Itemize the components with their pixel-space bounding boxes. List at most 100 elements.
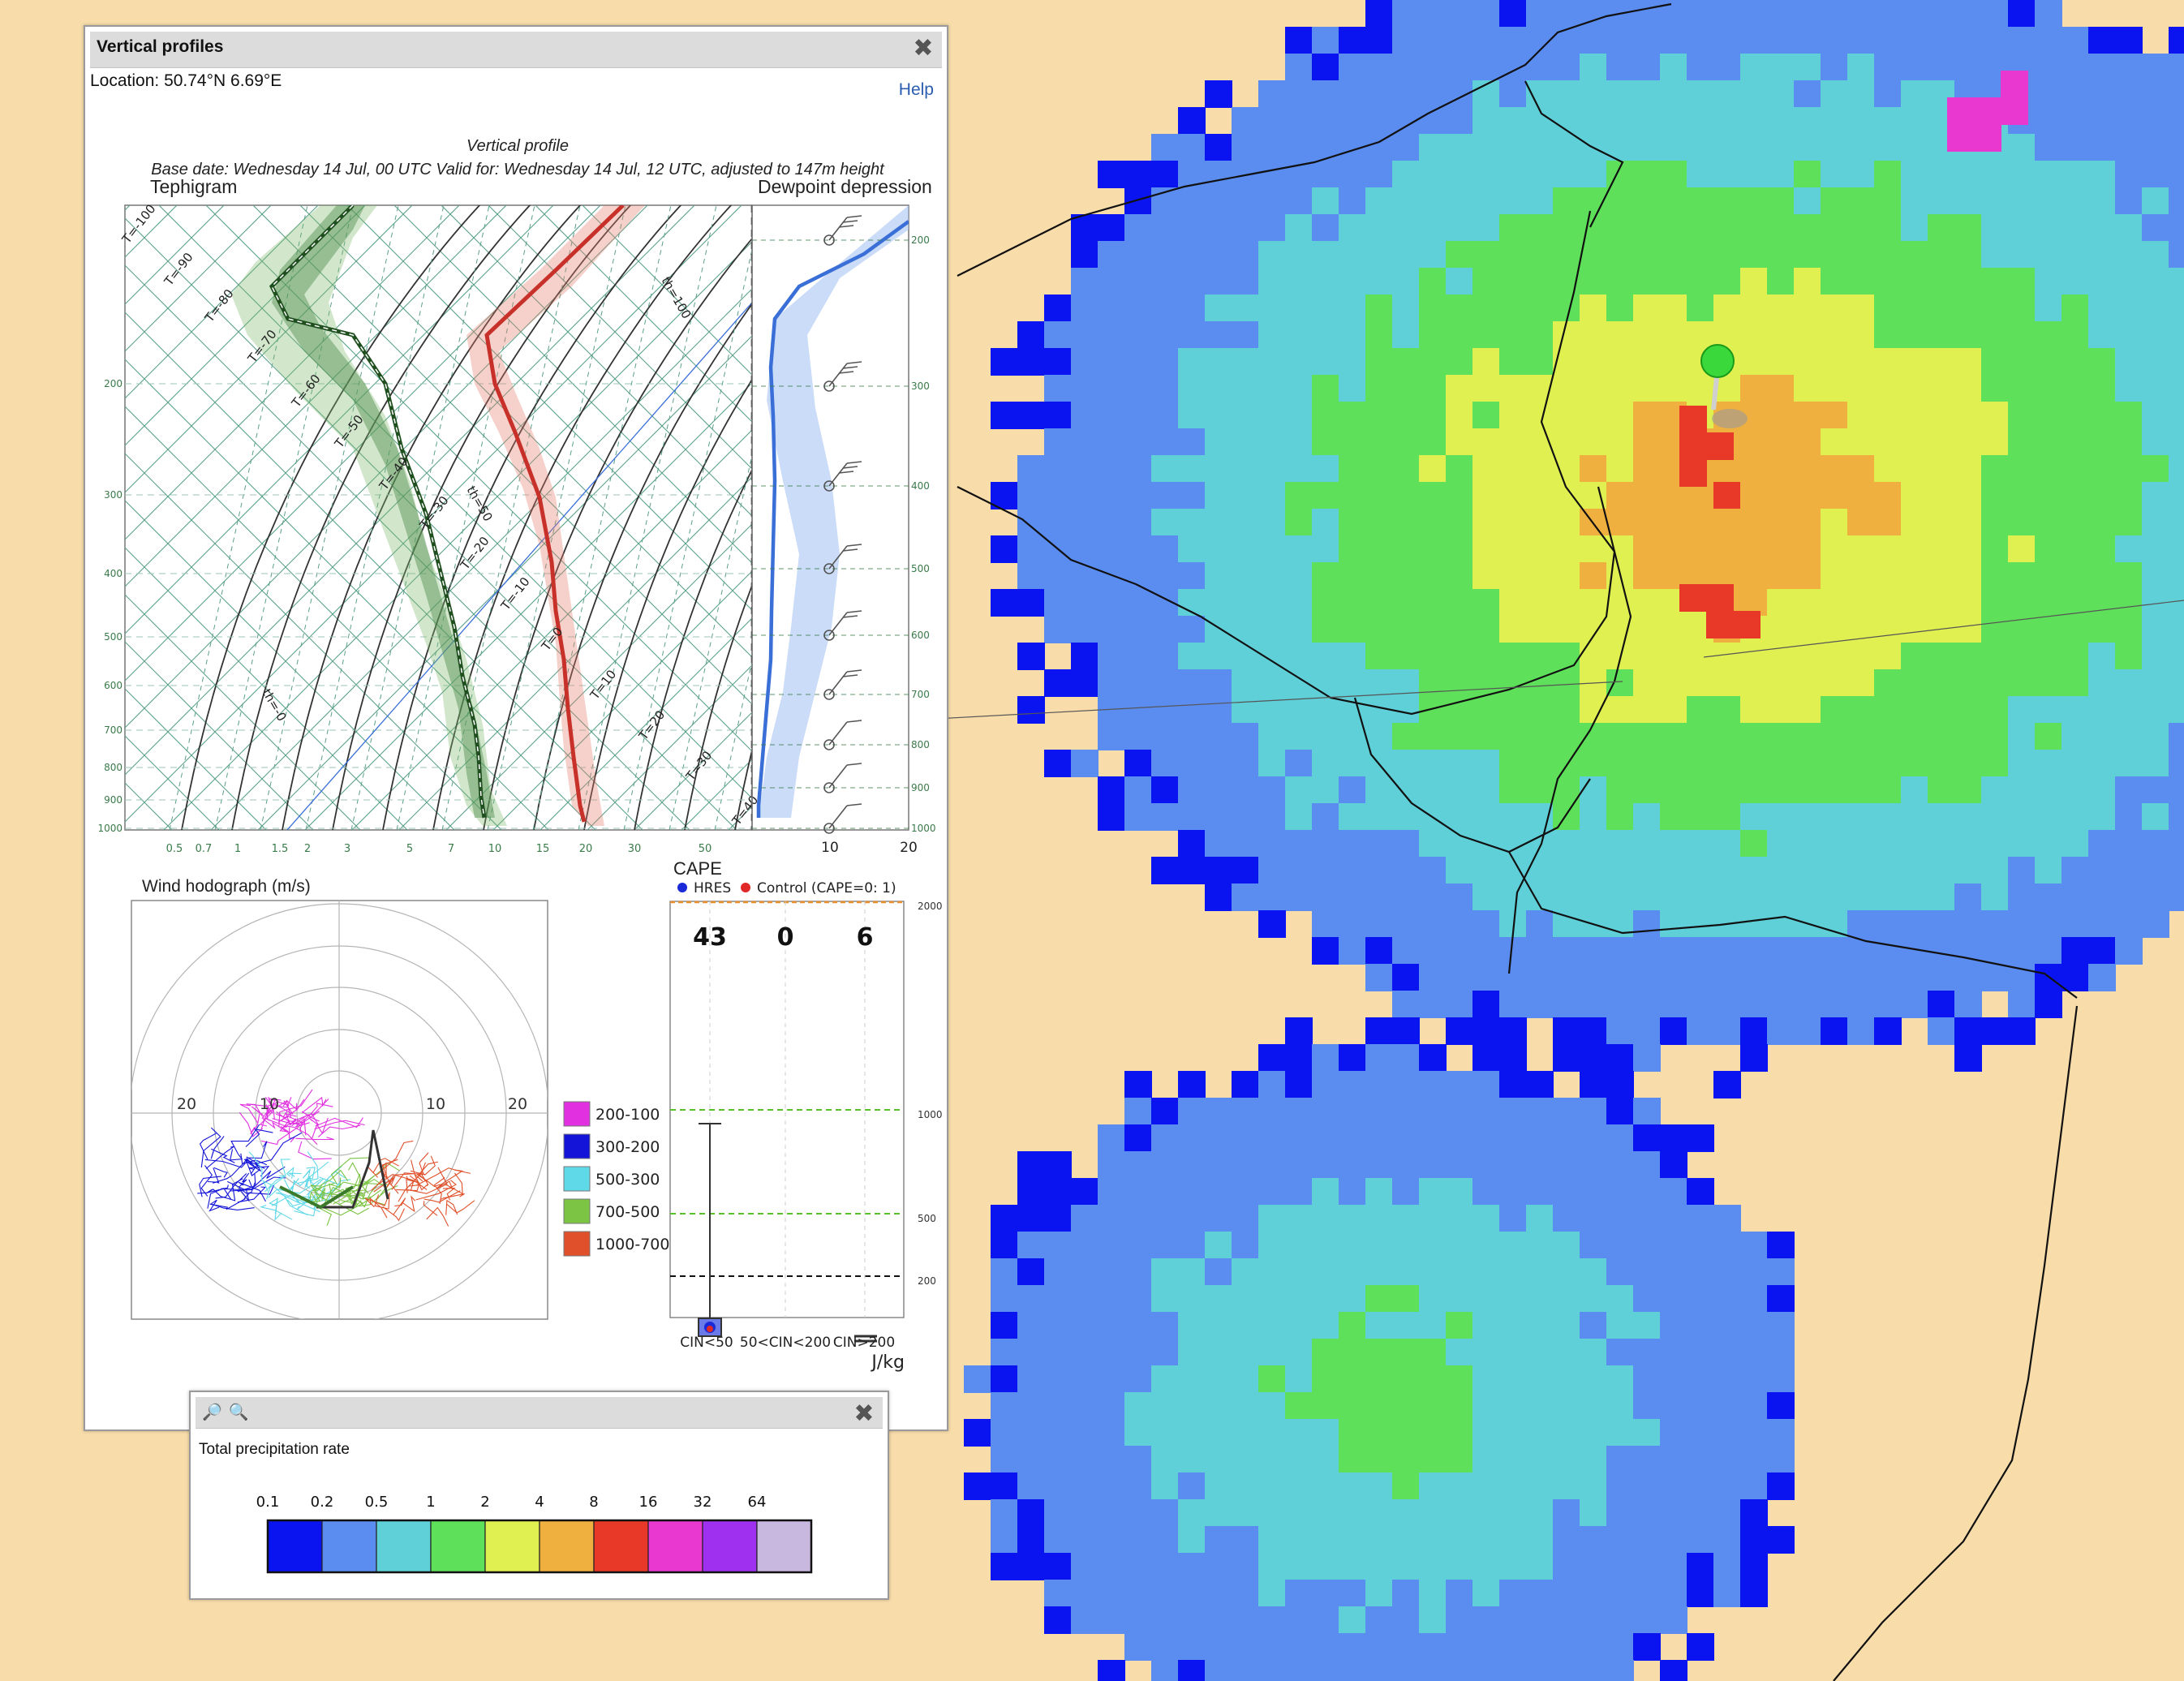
control-point [707, 1326, 713, 1332]
hodograph-panel: 20 10 10 20 [131, 900, 548, 1320]
hodograph-trace [250, 1113, 260, 1135]
wind-barb-station [823, 739, 835, 750]
hodograph-trace [211, 1148, 235, 1163]
hodograph-trace [220, 1178, 243, 1202]
hodograph-trace [410, 1155, 436, 1176]
hodograph-trace [205, 1189, 221, 1197]
cape-panel: 43 0 6 2000 1000 500 200 CIN<50 50<CIN<200 CIN>… [669, 901, 943, 1373]
hodograph-trace [230, 1149, 243, 1161]
mixing-ratio-tick-label: 50 [699, 843, 712, 855]
hodograph-trace [207, 1188, 231, 1209]
dd-line [756, 220, 909, 818]
help-link[interactable]: Help [898, 80, 934, 99]
hodograph-trace [415, 1180, 457, 1201]
hodograph-ring-label: 10 [260, 1095, 279, 1113]
dewpoint-envelope-inner [272, 205, 495, 818]
legend-threshold-label: 2 [480, 1494, 489, 1511]
wind-barb-station [823, 630, 835, 641]
cape-legend-hres: HRES [694, 880, 731, 896]
cape-y-tick-label: 500 [918, 1213, 936, 1224]
hodograph-trace [210, 1203, 255, 1210]
tephigram-label: Tephigram [150, 176, 237, 197]
coastline [957, 2, 1672, 277]
cape-legend-control: Control (CAPE=0: 1) [757, 880, 896, 896]
hodograph-trace [314, 1120, 365, 1130]
pressure-tick-label: 800 [104, 762, 123, 773]
dd-pressure-label: 200 [911, 234, 930, 246]
dd-pressure-label: 300 [911, 380, 930, 392]
cape-x-label: CIN<50 [680, 1335, 733, 1351]
hodograph-trace [237, 1186, 266, 1203]
hodograph-trace [288, 1172, 302, 1177]
cape-value: 0 [777, 923, 794, 952]
hodograph-trace [382, 1206, 405, 1222]
zoom-in-icon[interactable]: 🔎 [202, 1402, 222, 1421]
legend-threshold-label: 64 [748, 1494, 767, 1511]
dd-pressure-label: 500 [911, 563, 930, 574]
pressure-tick-label: 900 [104, 794, 123, 806]
vertical-profiles-window[interactable]: Vertical profiles ✖ Location: 50.74°N 6.… [84, 25, 948, 1431]
legend-threshold-label: 0.2 [311, 1494, 334, 1511]
cape-x-label: CIN>200 [833, 1335, 895, 1351]
mixing-ratio-tick-label: 1 [234, 843, 241, 855]
hodograph-trace [381, 1162, 387, 1180]
legend-threshold-label: 16 [639, 1494, 658, 1511]
hodograph-trace [286, 1116, 304, 1133]
legend-titlebar[interactable]: 🔎 🔍 ✖ [196, 1397, 883, 1429]
hodograph-trace [248, 1166, 270, 1177]
hodograph-trace [302, 1168, 311, 1187]
hodograph-trace [248, 1151, 263, 1182]
hodograph-trace [329, 1177, 342, 1198]
hodograph-trace [391, 1172, 426, 1190]
dd-pressure-label: 900 [911, 782, 930, 793]
dd-pressure-label: 600 [911, 630, 930, 641]
legend-window[interactable]: 🔎 🔍 ✖ Total precipitation rate 0.1 0.2 0.5 1… [189, 1391, 889, 1600]
hodograph-trace [263, 1119, 290, 1134]
legend-swatch [539, 1520, 595, 1573]
hodograph-trace [259, 1096, 274, 1127]
hodograph-trace [295, 1137, 334, 1141]
temperature-line [484, 205, 625, 823]
hodograph-trace [264, 1117, 297, 1128]
legend-threshold-label: 0.1 [256, 1494, 280, 1511]
hodograph-trace [419, 1152, 429, 1175]
border-fr [1508, 851, 2078, 999]
dewpoint-dash [271, 205, 485, 819]
hodograph-trace [260, 1126, 299, 1146]
close-icon[interactable]: ✖ [853, 1399, 875, 1428]
tephigram-panel: 200 300 400 500 600 700 800 900 1000 0.5 0.7 1 1.5 2… [97, 201, 761, 855]
hodograph-trace [368, 1161, 380, 1178]
vertical-profiles-titlebar[interactable]: Vertical profiles ✖ [90, 32, 942, 68]
legend-swatch [484, 1520, 540, 1573]
location-text: Location: 50.74°N 6.69°E [90, 71, 282, 90]
zoom-out-icon[interactable]: 🔍 [228, 1402, 249, 1421]
hodograph-trace [402, 1195, 416, 1213]
hodograph-trace [396, 1184, 420, 1192]
window-title: Vertical profiles [97, 37, 224, 56]
hodograph-trace [288, 1178, 299, 1193]
wind-barb-station [823, 234, 835, 246]
control-legend-dot [741, 883, 750, 892]
hodograph-trace [426, 1206, 449, 1227]
hodograph-ring-label: 20 [177, 1095, 196, 1113]
hodograph-trace [315, 1117, 363, 1129]
pressure-tick-label: 200 [104, 378, 123, 389]
hodograph-trace [433, 1177, 445, 1204]
legend-title: Total precipitation rate [199, 1441, 350, 1458]
close-icon[interactable]: ✖ [913, 34, 934, 62]
location-marker[interactable] [1700, 344, 1748, 428]
hres-legend-dot [677, 883, 687, 892]
hodograph-trace [305, 1176, 312, 1189]
hodograph-trace [446, 1200, 475, 1214]
hodograph-trace [390, 1159, 415, 1186]
hodograph-trace [226, 1180, 250, 1202]
hodograph-trace [310, 1184, 322, 1206]
hodograph-legend-swatch [563, 1133, 591, 1159]
border-de [1507, 210, 1632, 974]
hodograph-trace [296, 1191, 310, 1210]
hodograph-trace [204, 1159, 249, 1168]
hodograph-legend-label: 700-500 [595, 1203, 660, 1221]
pressure-tick-label: 400 [104, 568, 123, 579]
hodograph-trace [246, 1103, 268, 1116]
